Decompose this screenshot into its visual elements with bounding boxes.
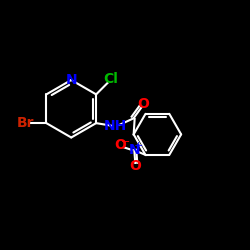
Text: N: N	[66, 73, 77, 87]
Text: +: +	[134, 141, 143, 151]
Text: −: −	[121, 137, 130, 147]
Text: Br: Br	[16, 116, 34, 130]
Text: NH: NH	[103, 119, 126, 132]
Text: O: O	[114, 138, 126, 152]
Text: N: N	[128, 143, 140, 157]
Text: Cl: Cl	[104, 72, 118, 86]
Text: O: O	[130, 159, 141, 173]
Text: O: O	[138, 97, 149, 112]
